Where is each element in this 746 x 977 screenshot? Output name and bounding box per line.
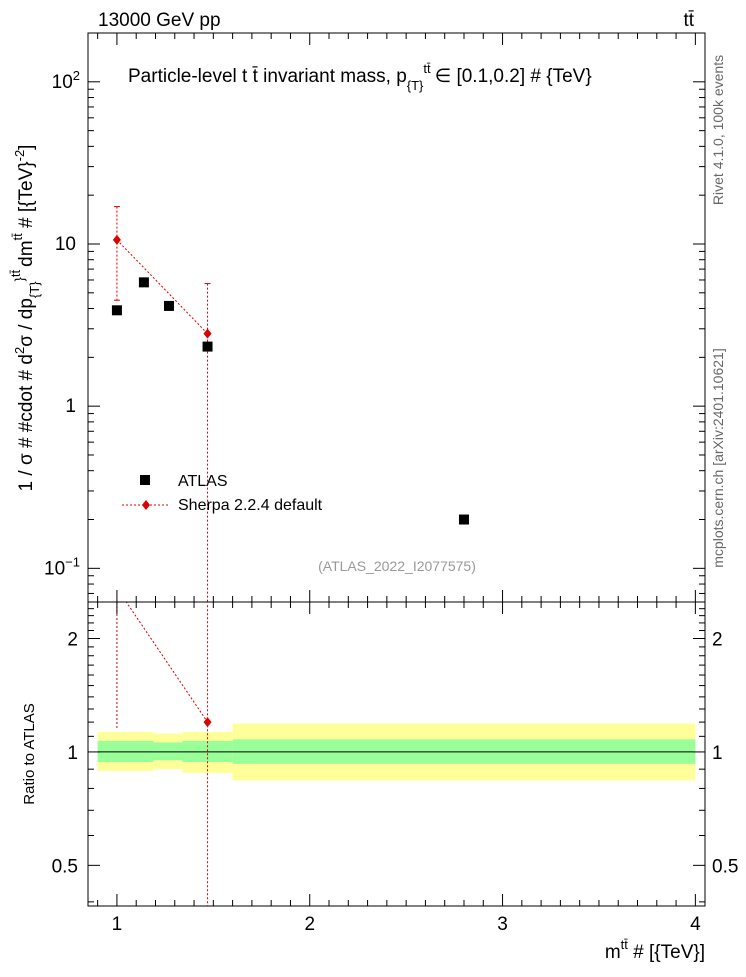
ratio-x-ticks: 1 2 3 4 bbox=[97, 602, 701, 935]
main-y-tick-label: 10−1 bbox=[44, 554, 80, 579]
main-y-axis-label: 1 / σ # #cdot # d2σ / dp{T}}tt̄dmtt̄ # [… bbox=[8, 145, 42, 492]
atlas-point bbox=[138, 277, 149, 288]
main-panel: 10−1 1 10 102 Particle-level t t̄ invariant… bbox=[8, 32, 706, 603]
ratio-y-ticks: 0.5 0.5 1 1 2 2 bbox=[52, 608, 738, 903]
ratio-y-axis-label: Ratio to ATLAS bbox=[21, 703, 38, 804]
mcplots-label: mcplots.cern.ch [arXiv:2401.10621] bbox=[710, 348, 726, 567]
sherpa-point bbox=[203, 328, 212, 339]
legend-sherpa-label: Sherpa 2.2.4 default bbox=[178, 497, 323, 514]
ratio-y-tick-label-right: 1 bbox=[712, 743, 723, 764]
main-y-tick-label: 1 bbox=[65, 396, 76, 417]
title-tail: ∈ [0.1,0.2] # {TeV} bbox=[435, 66, 592, 87]
main-y-tick-label: 102 bbox=[52, 68, 80, 93]
ratio-sherpa-line bbox=[125, 602, 208, 723]
process-label: tt̄ bbox=[683, 10, 694, 31]
main-data-layer bbox=[111, 206, 469, 602]
ratio-panel: 0.5 0.5 1 1 2 2 1 2 3 4 Ratio to ATLAS mtt̄ # [{… bbox=[21, 601, 738, 963]
analysis-watermark: (ATLAS_2022_I2077575) bbox=[318, 558, 476, 574]
ratio-y-tick-label: 2 bbox=[67, 630, 78, 651]
main-y-ticks: 10−1 1 10 102 bbox=[44, 32, 705, 594]
energy-label: 13000 GeV pp bbox=[98, 10, 221, 31]
x-tick-label: 1 bbox=[112, 914, 123, 935]
rivet-version-label: Rivet 4.1.0, 100k events bbox=[710, 55, 726, 205]
ratio-data-layer bbox=[116, 602, 212, 906]
atlas-point bbox=[202, 341, 213, 352]
ratio-sherpa-point bbox=[203, 717, 212, 728]
legend-atlas-label: ATLAS bbox=[178, 473, 228, 490]
ratio-y-tick-label: 1 bbox=[67, 743, 78, 764]
legend-sherpa-marker bbox=[142, 500, 150, 510]
legend-atlas-marker bbox=[140, 475, 150, 485]
title-main: Particle-level t t̄ invariant mass, p bbox=[128, 66, 407, 87]
atlas-point bbox=[111, 305, 122, 316]
sherpa-point bbox=[112, 234, 121, 245]
sherpa-line bbox=[116, 239, 208, 334]
main-frame bbox=[87, 32, 706, 603]
atlas-point bbox=[458, 514, 469, 525]
x-tick-label: 3 bbox=[497, 914, 508, 935]
ratio-band-inner bbox=[153, 742, 183, 761]
ratio-y-tick-label-right: 0.5 bbox=[712, 856, 738, 877]
ratio-y-tick-label: 0.5 bbox=[52, 856, 78, 877]
title-sub: {T} bbox=[407, 78, 424, 93]
title-sup: tt̄ bbox=[423, 61, 431, 76]
legend: ATLAS Sherpa 2.2.4 default bbox=[122, 473, 323, 514]
chart-title: Particle-level t t̄ invariant mass, p{T}… bbox=[128, 61, 592, 93]
ratio-y-tick-label-right: 2 bbox=[712, 630, 723, 651]
x-tick-label: 2 bbox=[304, 914, 315, 935]
x-axis-label: mtt̄ # [{TeV}] bbox=[605, 937, 705, 963]
main-x-ticks bbox=[97, 33, 696, 602]
ratio-frame bbox=[87, 601, 706, 907]
x-tick-label: 4 bbox=[690, 914, 701, 935]
atlas-point bbox=[163, 300, 174, 311]
main-y-tick-label: 10 bbox=[55, 234, 76, 255]
